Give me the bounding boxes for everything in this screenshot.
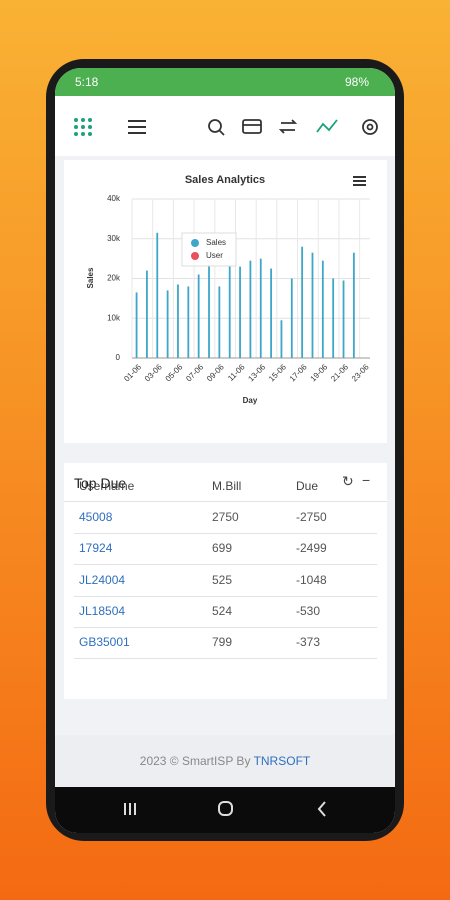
nav-bar — [55, 787, 395, 833]
footer-link[interactable]: TNRSOFT — [253, 754, 311, 768]
table-cell: 524 — [212, 603, 233, 618]
footer: 2023 © SmartISP By TNRSOFT — [55, 735, 395, 787]
column-header: Due — [296, 479, 319, 493]
card-icon[interactable] — [242, 119, 262, 134]
column-header: Username — [79, 479, 135, 493]
menu-icon[interactable] — [128, 120, 146, 134]
back-button[interactable] — [317, 801, 326, 817]
table-cell: -2750 — [296, 510, 327, 524]
swap-icon[interactable] — [278, 119, 298, 134]
row-divider — [74, 658, 377, 660]
nav-icons — [124, 801, 326, 817]
table-card: Top Due ↻ − Username M.Bill Due 45008 2750 -2… — [64, 463, 387, 699]
username-link[interactable]: JL18504 — [79, 603, 126, 618]
column-header: M.Bill — [212, 479, 242, 493]
table-cell: -1048 — [296, 572, 327, 587]
status-bar: 5:18 98% — [55, 68, 395, 96]
search-icon[interactable] — [208, 119, 222, 133]
table-cell: 2750 — [212, 510, 239, 524]
username-link[interactable]: JL24004 — [79, 572, 126, 587]
footer-text: 2023 © SmartISP By — [139, 754, 251, 768]
table-cell: 699 — [212, 541, 233, 556]
settings-icon[interactable] — [362, 119, 378, 135]
table-cell: -373 — [296, 635, 321, 650]
row-divider — [74, 501, 377, 502]
row-divider — [74, 626, 377, 628]
row-divider — [74, 533, 377, 534]
row-divider — [74, 564, 377, 566]
username-link[interactable]: 17924 — [79, 541, 113, 556]
chart-icon[interactable] — [316, 119, 338, 133]
table-cell: 799 — [212, 635, 233, 650]
app-icons — [74, 118, 378, 136]
recent-button[interactable] — [124, 803, 136, 815]
time: 5:18 — [75, 75, 99, 89]
table-cell: 525 — [212, 572, 233, 587]
table-title: Top Due — [74, 475, 127, 491]
refresh-button[interactable]: ↻ — [342, 473, 354, 489]
screen: 5:18 98% Top Due — [55, 68, 395, 833]
home-button[interactable] — [218, 801, 233, 816]
username-link[interactable]: 45008 — [79, 510, 113, 524]
battery: 98% — [345, 75, 370, 89]
app-bar — [55, 96, 395, 156]
collapse-button[interactable]: − — [362, 472, 371, 488]
table-cell: -2499 — [296, 541, 327, 556]
table-cell: -530 — [296, 603, 321, 618]
row-divider — [74, 595, 377, 597]
chart-card — [64, 160, 387, 443]
grid-icon[interactable] — [74, 118, 92, 136]
username-link[interactable]: GB35001 — [79, 635, 130, 650]
